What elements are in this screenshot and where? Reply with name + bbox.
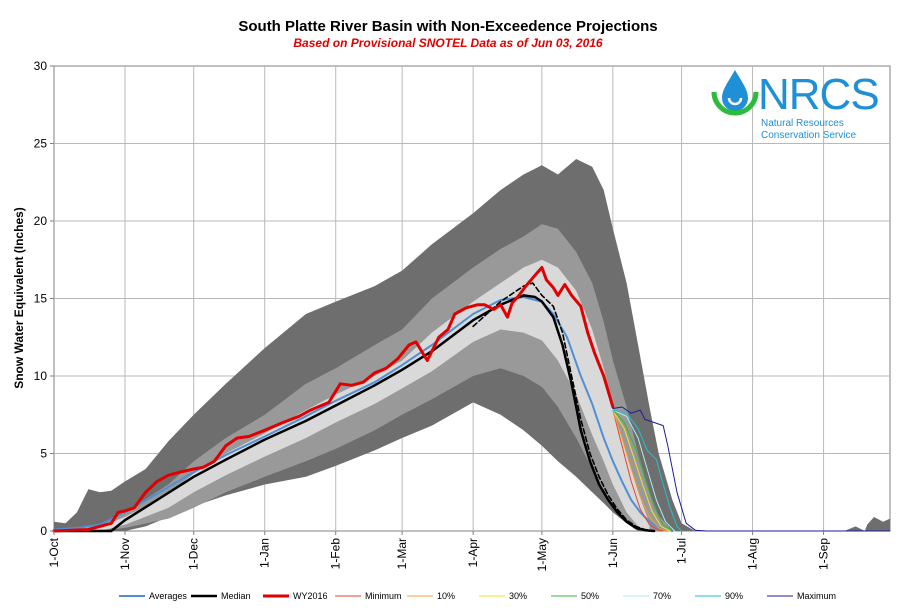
drop-highlight-icon <box>727 97 743 106</box>
y-tick-label: 25 <box>34 137 48 151</box>
legend: Averages Median WY2016 Minimum 10% 30% 50% 70% 9… <box>119 591 836 601</box>
logo-wordmark: NRCS <box>758 70 879 119</box>
y-axis-ticks: 0 5 10 15 20 25 30 <box>34 59 54 538</box>
chart-subtitle: Based on Provisional SNOTEL Data as of J… <box>293 36 603 50</box>
legend-label-10-pct: 10% <box>437 591 455 601</box>
series-50-pct <box>612 409 673 532</box>
band-late-season <box>844 517 890 531</box>
series-70-pct <box>612 409 676 532</box>
x-tick-label: 1-Nov <box>118 538 132 570</box>
series-10-pct <box>612 409 669 532</box>
x-tick-label: 1-Mar <box>395 538 409 569</box>
band-30-70-range <box>54 259 650 531</box>
y-tick-label: 30 <box>34 59 48 73</box>
y-tick-label: 10 <box>34 369 48 383</box>
y-axis-label: Snow Water Equivalent (Inches) <box>12 207 26 389</box>
chart-title: South Platte River Basin with Non-Exceed… <box>238 18 657 35</box>
legend-label-70-pct: 70% <box>653 591 671 601</box>
x-tick-label: 1-Jun <box>606 538 620 568</box>
legend-label-30-pct: 30% <box>509 591 527 601</box>
x-tick-label: 1-May <box>535 538 549 571</box>
y-tick-label: 5 <box>40 447 47 461</box>
x-tick-label: 1-Feb <box>329 538 343 570</box>
x-tick-label: 1-Apr <box>466 538 480 567</box>
series-90-pct <box>612 409 683 532</box>
logo-line-1: Natural Resources <box>761 118 844 129</box>
legend-label-maximum: Maximum <box>797 591 836 601</box>
green-arc-icon <box>711 91 759 116</box>
series-minimum <box>612 409 664 532</box>
y-tick-label: 20 <box>34 214 48 228</box>
y-tick-label: 15 <box>34 292 48 306</box>
series-median-dashed <box>472 282 655 532</box>
logo-line-2: Conservation Service <box>761 130 856 141</box>
series-wy2016 <box>52 266 615 533</box>
legend-label-averages: Averages <box>149 591 187 601</box>
series-lines <box>52 266 891 533</box>
legend-label-minimum: Minimum <box>365 591 402 601</box>
y-tick-label: 0 <box>40 524 47 538</box>
legend-label-wy2016: WY2016 <box>293 591 328 601</box>
series-averages <box>53 296 674 532</box>
legend-label-90-pct: 90% <box>725 591 743 601</box>
x-tick-label: 1-Jan <box>258 538 272 568</box>
x-tick-label: 1-Jul <box>675 538 689 564</box>
series-maximum <box>612 406 891 532</box>
percentile-bands <box>54 159 890 531</box>
series-30-pct <box>612 409 671 532</box>
nrcs-logo: NRCS Natural Resources Conservation Serv… <box>711 70 880 141</box>
legend-label-50-pct: 50% <box>581 591 599 601</box>
legend-label-median: Median <box>221 591 251 601</box>
x-tick-label: 1-Dec <box>187 538 201 570</box>
x-tick-label: 1-Aug <box>746 538 760 570</box>
x-tick-label: 1-Sep <box>817 538 831 570</box>
x-axis-ticks: 1-Oct 1-Nov 1-Dec 1-Jan 1-Feb 1-Mar 1-Apr 1-May… <box>47 531 831 571</box>
x-tick-label: 1-Oct <box>47 537 61 567</box>
